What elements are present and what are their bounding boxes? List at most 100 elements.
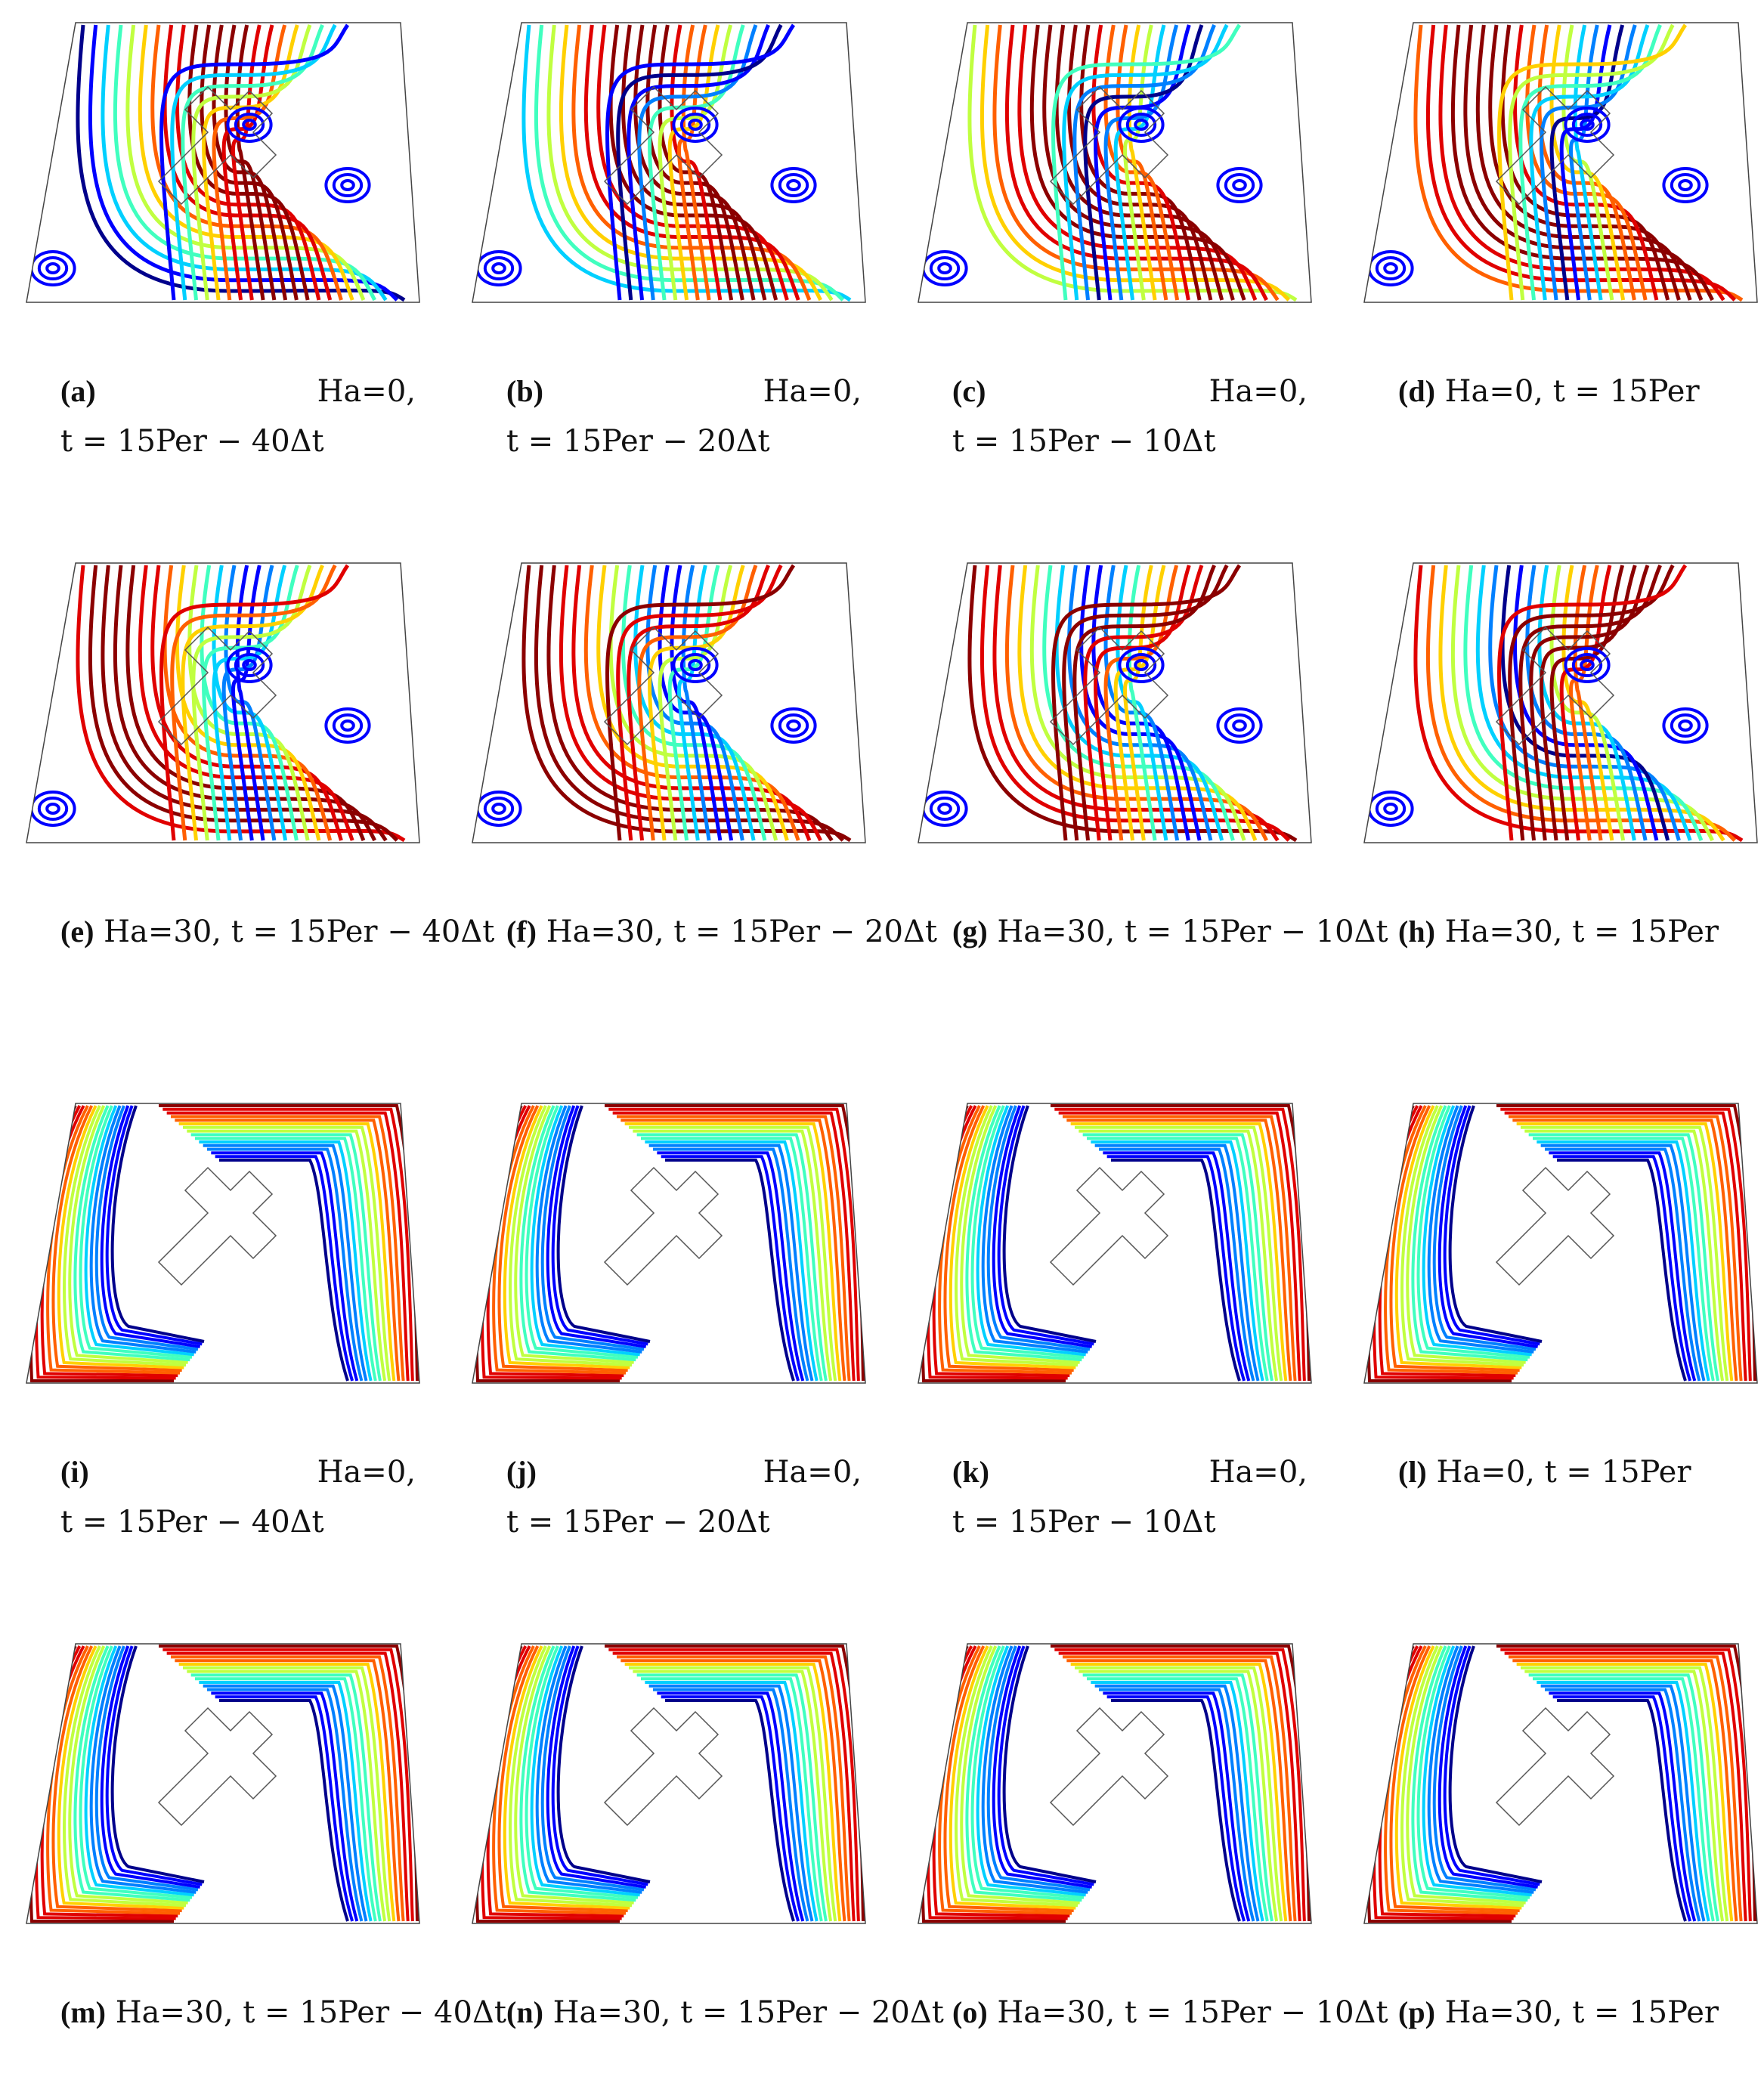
isotherm-left (46, 1645, 181, 1915)
isotherm-right (175, 1119, 401, 1382)
isotherm-left (540, 1645, 645, 1892)
isotherm-left (938, 1105, 1072, 1375)
panel-caption: (f) Ha=30, t = 15Per − 20Δt (506, 907, 937, 957)
isotherm-right (211, 1151, 359, 1382)
cavity-boundary (26, 22, 420, 303)
panel-tag: (f) (506, 914, 537, 948)
isotherm-left (73, 1105, 190, 1362)
isotherm-left (525, 1105, 639, 1359)
panel-tag: (n) (506, 1995, 543, 2029)
streamline-plot (23, 559, 431, 862)
isotherm-right (1549, 1151, 1697, 1382)
isotherm-right (195, 1137, 377, 1382)
hartmann-label: Ha=0, (1208, 1455, 1308, 1490)
isotherm-right (1552, 1155, 1692, 1382)
isotherm-right (1512, 1119, 1738, 1382)
cross-obstacle (1495, 85, 1615, 206)
time-label: t = 15Per − 40Δt (60, 1505, 324, 1540)
isotherm-right (612, 1651, 856, 1922)
vortex-cells (921, 107, 1263, 286)
cavity-boundary (918, 22, 1312, 303)
panel-tag: (e) (60, 914, 94, 948)
vortex-ring (37, 256, 69, 280)
hartmann-label: Ha=30, (104, 914, 221, 949)
time-label: t = 15Per (1572, 1995, 1719, 2030)
streamlines (967, 23, 1298, 302)
isotherm-right (162, 1107, 414, 1382)
cavity-boundary (26, 562, 420, 843)
isotherm-right (1063, 1655, 1297, 1922)
time-label: t = 15Per − 20Δt (680, 1995, 944, 2030)
isotherm-right (648, 1684, 814, 1922)
panel-caption: (j) Ha=0, t = 15Per − 20Δt (506, 1447, 862, 1547)
panel-tag: (c) (952, 374, 986, 408)
streamline (596, 565, 789, 841)
streamlines (967, 564, 1298, 843)
streamline (224, 24, 277, 301)
isotherm-left (949, 1645, 1076, 1910)
streamline (1549, 24, 1626, 301)
isotherm-right (1521, 1125, 1729, 1382)
vortex-ring (1216, 707, 1263, 744)
isotherm-right (1106, 1695, 1246, 1922)
isotherm-right (1504, 1111, 1747, 1382)
time-label: t = 15Per − 20Δt (673, 914, 937, 949)
isotherm-right (219, 1699, 349, 1922)
isotherm-right (171, 1655, 405, 1922)
isotherm-left (79, 1645, 193, 1899)
isotherm-right (653, 1147, 809, 1382)
cavity-boundary (472, 1103, 866, 1384)
isotherm-right (1103, 1691, 1251, 1922)
streamline (1529, 24, 1650, 301)
isotherm-right (1066, 1659, 1292, 1922)
isotherm-right (636, 1133, 828, 1382)
isotherm-left (89, 1105, 197, 1354)
isotherm-right (175, 1659, 401, 1922)
isotherm-right (211, 1691, 359, 1922)
streamline (191, 24, 312, 301)
isotherm-left (997, 1105, 1094, 1346)
isotherm-left (68, 1105, 188, 1364)
isotherms (921, 1104, 1311, 1382)
vortex-ring (1383, 262, 1398, 274)
isotherm-right (178, 1663, 396, 1922)
streamline (212, 565, 288, 841)
streamlines (1413, 564, 1744, 843)
streamline (620, 24, 767, 301)
streamline (670, 565, 723, 841)
panel-tag: (l) (1398, 1455, 1427, 1489)
vortex-cells (1367, 647, 1709, 827)
isotherm-right (1070, 1122, 1288, 1382)
vortex-ring (1232, 179, 1247, 191)
isotherm-left (519, 1645, 636, 1902)
hartmann-label: Ha=30, (997, 914, 1116, 949)
isotherm-left (110, 1105, 205, 1343)
cavity-boundary (1363, 22, 1758, 303)
streamline (670, 24, 723, 301)
isotherm-left (1432, 1105, 1537, 1351)
vortex-ring (226, 647, 273, 683)
isotherm-plot (1360, 1640, 1764, 1942)
streamline (1561, 565, 1614, 841)
streamline-plot (469, 19, 877, 321)
isotherm-left (1443, 1105, 1540, 1346)
isotherm-left (556, 1645, 651, 1883)
isotherm-right (190, 1673, 382, 1922)
vortex-ring (1232, 719, 1247, 732)
panel-caption: (c) Ha=0, t = 15Per − 10Δt (952, 367, 1308, 466)
isotherm-right (629, 1666, 837, 1922)
isotherm-left (535, 1645, 642, 1894)
isotherm-left (965, 1105, 1082, 1362)
streamline (159, 23, 350, 301)
isotherm-left (1427, 1645, 1534, 1894)
isotherm-plot (1360, 1100, 1764, 1402)
vortex-ring (1216, 167, 1263, 203)
panel-caption: (e) Ha=30, t = 15Per − 40Δt (60, 907, 494, 957)
streamline (175, 565, 321, 841)
isotherm-right (1540, 1143, 1706, 1382)
isotherm-right (657, 1151, 805, 1382)
isotherm-left (1389, 1105, 1520, 1372)
isotherm-left (100, 1105, 200, 1348)
streamlines (521, 564, 852, 843)
isotherm-left (519, 1105, 636, 1362)
